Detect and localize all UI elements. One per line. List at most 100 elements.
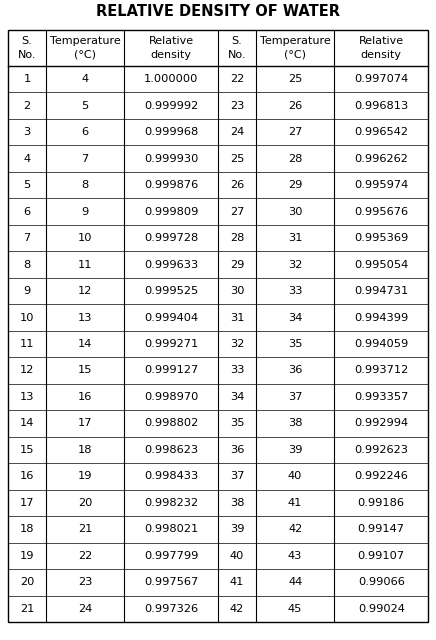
Text: 28: 28 (230, 233, 244, 243)
Text: 35: 35 (288, 339, 303, 349)
Text: 30: 30 (288, 207, 303, 216)
Text: 18: 18 (78, 445, 92, 455)
Text: 0.996813: 0.996813 (354, 100, 409, 111)
Text: 0.999271: 0.999271 (144, 339, 198, 349)
Text: Relative
density: Relative density (359, 36, 404, 60)
Text: 10: 10 (78, 233, 92, 243)
Text: 5: 5 (24, 180, 31, 190)
Text: 0.999876: 0.999876 (144, 180, 198, 190)
Text: 13: 13 (20, 392, 34, 402)
Text: 37: 37 (288, 392, 303, 402)
Text: 35: 35 (230, 419, 244, 428)
Text: 0.999633: 0.999633 (144, 260, 198, 269)
Text: 7: 7 (24, 233, 31, 243)
Text: 0.99066: 0.99066 (358, 577, 405, 588)
Text: 13: 13 (78, 312, 92, 323)
Text: 17: 17 (20, 498, 34, 508)
Text: 45: 45 (288, 604, 302, 614)
Text: 40: 40 (288, 472, 302, 481)
Text: 42: 42 (230, 604, 244, 614)
Text: 6: 6 (82, 127, 89, 137)
Text: 0.99024: 0.99024 (358, 604, 405, 614)
Text: 9: 9 (82, 207, 89, 216)
Text: 33: 33 (288, 286, 303, 296)
Text: 3: 3 (24, 127, 31, 137)
Text: 31: 31 (288, 233, 303, 243)
Text: 0.997567: 0.997567 (144, 577, 198, 588)
Text: 5: 5 (82, 100, 89, 111)
Text: 0.998802: 0.998802 (144, 419, 198, 428)
Text: 38: 38 (288, 419, 303, 428)
Text: 4: 4 (24, 154, 31, 164)
Text: 21: 21 (20, 604, 34, 614)
Text: 1: 1 (24, 74, 31, 84)
Text: 0.999992: 0.999992 (144, 100, 198, 111)
Text: 0.992994: 0.992994 (354, 419, 408, 428)
Text: 24: 24 (230, 127, 244, 137)
Text: 34: 34 (288, 312, 302, 323)
Text: 0.994731: 0.994731 (354, 286, 409, 296)
Text: 0.992246: 0.992246 (354, 472, 408, 481)
Text: 0.996262: 0.996262 (354, 154, 408, 164)
Text: 16: 16 (20, 472, 34, 481)
Text: 43: 43 (288, 551, 302, 561)
Text: 39: 39 (288, 445, 303, 455)
Text: 23: 23 (78, 577, 92, 588)
Text: 0.99186: 0.99186 (358, 498, 405, 508)
Text: 23: 23 (230, 100, 244, 111)
Text: 31: 31 (230, 312, 244, 323)
Text: S.
No.: S. No. (228, 36, 246, 60)
Text: 0.998232: 0.998232 (144, 498, 198, 508)
Text: 12: 12 (78, 286, 92, 296)
Text: S.
No.: S. No. (18, 36, 36, 60)
Text: 0.997074: 0.997074 (354, 74, 409, 84)
Text: 19: 19 (20, 551, 34, 561)
Text: 11: 11 (78, 260, 92, 269)
Text: 0.994059: 0.994059 (354, 339, 409, 349)
Text: 0.999930: 0.999930 (144, 154, 198, 164)
Text: 25: 25 (288, 74, 302, 84)
Text: 32: 32 (288, 260, 302, 269)
Text: 0.995676: 0.995676 (354, 207, 408, 216)
Text: 36: 36 (288, 365, 302, 376)
Text: 0.992623: 0.992623 (354, 445, 408, 455)
Text: 24: 24 (78, 604, 92, 614)
Text: 0.993357: 0.993357 (354, 392, 409, 402)
Text: 40: 40 (230, 551, 244, 561)
Text: 28: 28 (288, 154, 302, 164)
Text: 27: 27 (288, 127, 302, 137)
Text: 18: 18 (20, 524, 34, 534)
Text: 0.993712: 0.993712 (354, 365, 409, 376)
Text: 21: 21 (78, 524, 92, 534)
Text: 41: 41 (288, 498, 302, 508)
Text: 0.999525: 0.999525 (144, 286, 198, 296)
Text: 14: 14 (20, 419, 34, 428)
Text: 9: 9 (24, 286, 31, 296)
Text: 17: 17 (78, 419, 92, 428)
Text: 29: 29 (288, 180, 302, 190)
Text: 8: 8 (24, 260, 31, 269)
Text: Relative
density: Relative density (149, 36, 194, 60)
Text: 0.99147: 0.99147 (358, 524, 405, 534)
Text: 44: 44 (288, 577, 302, 588)
Text: 0.998021: 0.998021 (144, 524, 198, 534)
Text: 10: 10 (20, 312, 34, 323)
Text: 27: 27 (230, 207, 244, 216)
Text: 0.99107: 0.99107 (358, 551, 405, 561)
Text: 37: 37 (230, 472, 244, 481)
Text: 0.997326: 0.997326 (144, 604, 198, 614)
Text: 19: 19 (78, 472, 92, 481)
Text: 0.995054: 0.995054 (354, 260, 409, 269)
Text: 0.999728: 0.999728 (144, 233, 198, 243)
Text: 0.998970: 0.998970 (144, 392, 198, 402)
Text: 0.998623: 0.998623 (144, 445, 198, 455)
Text: 22: 22 (78, 551, 92, 561)
Text: Temperature
(°C): Temperature (°C) (260, 36, 330, 60)
Text: 7: 7 (82, 154, 89, 164)
Text: 26: 26 (288, 100, 302, 111)
Text: 0.994399: 0.994399 (354, 312, 409, 323)
Text: 16: 16 (78, 392, 92, 402)
Text: 14: 14 (78, 339, 92, 349)
Text: 33: 33 (230, 365, 244, 376)
Text: 39: 39 (230, 524, 244, 534)
